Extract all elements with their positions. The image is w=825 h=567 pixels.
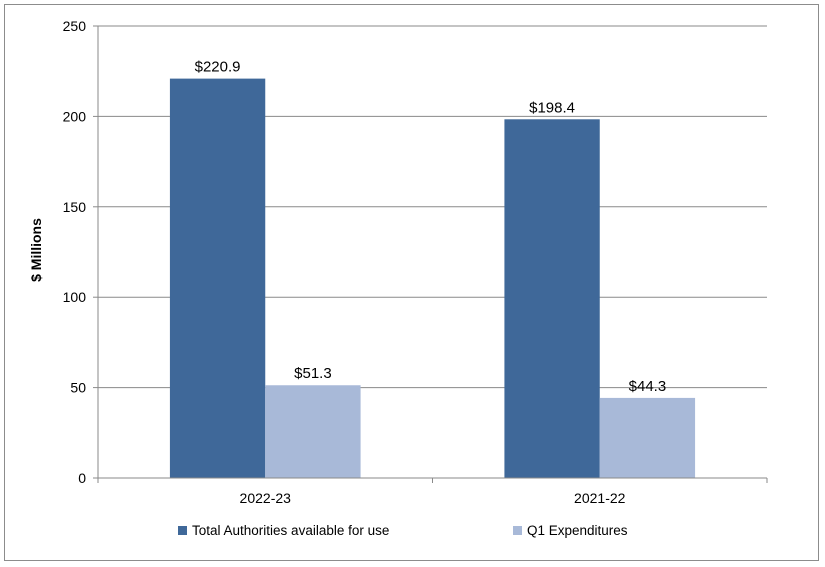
y-tick-label: 100 [63, 289, 87, 305]
legend-label: Q1 Expenditures [527, 523, 628, 538]
data-label: $51.3 [294, 365, 332, 382]
legend-swatch [513, 526, 522, 535]
bar [504, 119, 600, 479]
y-tick-label: 150 [63, 199, 87, 215]
x-tick-label: 2022-23 [240, 490, 292, 506]
y-tick-label: 0 [78, 470, 86, 486]
y-tick-label: 50 [70, 380, 86, 396]
legend-label: Total Authorities available for use [192, 523, 389, 538]
legend: Total Authorities available for use Q1 Ex… [178, 523, 628, 538]
data-label: $220.9 [195, 59, 241, 76]
bars [169, 78, 696, 479]
axes [93, 25, 768, 483]
bar [169, 78, 266, 479]
data-label: $198.4 [529, 99, 575, 116]
x-tick-label: 2021-22 [574, 490, 626, 506]
y-tick-label: 200 [63, 108, 87, 124]
bar [265, 385, 361, 478]
data-label: $44.3 [629, 378, 667, 395]
legend-swatch [178, 526, 187, 535]
bar [599, 397, 696, 478]
y-axis-title: $ Millions [28, 218, 44, 282]
y-tick-label: 250 [63, 18, 87, 34]
labels: 0 50 100 150 200 250 $220.9 $51.3 2022-23 $198.4 $… [63, 18, 667, 506]
